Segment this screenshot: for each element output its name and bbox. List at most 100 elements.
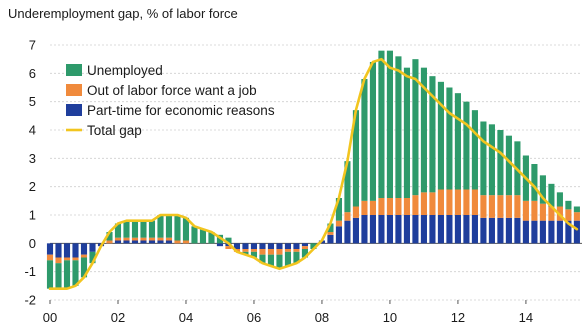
bar-unemployed — [548, 183, 555, 207]
bar-part_time — [463, 215, 470, 244]
bar-part_time — [80, 243, 88, 255]
x-tick-label: 10 — [383, 310, 397, 325]
bar-part_time — [293, 243, 300, 249]
bar-part_time — [352, 217, 360, 244]
bar-out_of_labor_force — [157, 237, 164, 241]
bar-out_of_labor_force — [454, 189, 461, 215]
bar-part_time — [148, 240, 156, 244]
bar-unemployed — [471, 110, 478, 190]
chart-title: Underemployment gap, % of labor force — [8, 6, 238, 21]
bar-part_time — [301, 243, 309, 247]
bar-out_of_labor_force — [437, 189, 444, 215]
bar-unemployed — [55, 263, 62, 289]
bar-unemployed — [276, 254, 283, 269]
bar-unemployed — [140, 220, 147, 238]
bar-out_of_labor_force — [165, 237, 173, 241]
bar-part_time — [505, 217, 512, 244]
bar-unemployed — [259, 254, 266, 264]
bar-part_time — [276, 243, 283, 249]
bar-unemployed — [488, 124, 495, 196]
bar-unemployed — [327, 223, 334, 232]
bar-part_time — [123, 240, 130, 244]
bar-unemployed — [344, 161, 351, 213]
bar-out_of_labor_force — [140, 237, 147, 241]
bar-part_time — [497, 217, 504, 244]
bar-unemployed — [63, 260, 71, 289]
bar-out_of_labor_force — [429, 192, 436, 215]
bar-part_time — [55, 243, 62, 258]
bar-out_of_labor_force — [488, 195, 495, 218]
stacked-bars — [46, 50, 580, 289]
bar-unemployed — [242, 251, 249, 255]
bar-unemployed — [89, 251, 96, 264]
bar-part_time — [514, 217, 521, 244]
grid-lines — [50, 44, 582, 301]
bar-out_of_labor_force — [565, 209, 572, 221]
bar-out_of_labor_force — [148, 237, 156, 241]
bar-out_of_labor_force — [123, 237, 130, 241]
bar-part_time — [140, 240, 147, 244]
bar-part_time — [565, 220, 572, 244]
y-tick-label: -1 — [24, 264, 36, 279]
bar-part_time — [454, 215, 461, 244]
bar-out_of_labor_force — [80, 254, 88, 258]
bar-out_of_labor_force — [114, 237, 122, 241]
bar-part_time — [429, 215, 436, 244]
bar-part_time — [531, 220, 538, 244]
bar-out_of_labor_force — [505, 195, 512, 218]
bar-part_time — [420, 215, 427, 244]
bar-out_of_labor_force — [573, 212, 580, 221]
bar-out_of_labor_force — [446, 189, 453, 215]
bar-part_time — [344, 220, 351, 244]
bar-part_time — [446, 215, 453, 244]
x-axis-ticks: 00 02 04 06 08 10 12 14 — [43, 300, 533, 325]
bar-part_time — [548, 220, 555, 244]
bar-unemployed — [505, 135, 512, 196]
bar-unemployed — [148, 220, 156, 238]
legend-label-unemployed: Unemployed — [87, 63, 163, 78]
y-tick-label: 5 — [29, 94, 36, 109]
bar-unemployed — [369, 62, 376, 201]
bar-part_time — [72, 243, 79, 258]
bar-unemployed — [310, 243, 317, 249]
y-tick-label: 1 — [29, 208, 36, 223]
bar-part_time — [284, 243, 292, 249]
bar-part_time — [335, 226, 343, 244]
bar-unemployed — [361, 79, 368, 201]
bar-part_time — [250, 243, 258, 249]
bar-unemployed — [378, 50, 385, 198]
bar-part_time — [412, 215, 419, 244]
bar-unemployed — [446, 87, 453, 190]
bar-part_time — [233, 243, 241, 249]
line-total-gap — [48, 57, 579, 291]
bar-out_of_labor_force — [55, 257, 62, 264]
x-tick-label: 14 — [519, 310, 533, 325]
x-tick-label: 04 — [179, 310, 193, 325]
bar-unemployed — [191, 226, 198, 244]
bar-unemployed — [293, 251, 300, 264]
bar-unemployed — [301, 249, 309, 258]
bar-out_of_labor_force — [344, 212, 351, 221]
legend-label-total_gap: Total gap — [87, 123, 142, 138]
bar-part_time — [157, 240, 164, 244]
bar-part_time — [242, 243, 249, 249]
bar-out_of_labor_force — [361, 200, 368, 215]
bar-part_time — [361, 215, 368, 244]
bar-part_time — [522, 220, 529, 244]
bar-out_of_labor_force — [352, 206, 360, 218]
bar-unemployed — [420, 67, 427, 193]
bar-unemployed — [225, 237, 232, 244]
bar-out_of_labor_force — [106, 240, 113, 244]
bar-part_time — [165, 240, 173, 244]
bar-part_time — [327, 234, 334, 244]
bar-unemployed — [157, 215, 164, 238]
bar-unemployed — [454, 93, 461, 190]
bar-unemployed — [556, 192, 563, 207]
bar-unemployed — [123, 220, 130, 238]
bar-unemployed — [429, 76, 436, 193]
bar-unemployed — [480, 121, 487, 196]
bar-unemployed — [199, 229, 207, 244]
bar-out_of_labor_force — [174, 240, 181, 244]
bar-unemployed — [463, 101, 470, 190]
bar-out_of_labor_force — [522, 200, 529, 221]
